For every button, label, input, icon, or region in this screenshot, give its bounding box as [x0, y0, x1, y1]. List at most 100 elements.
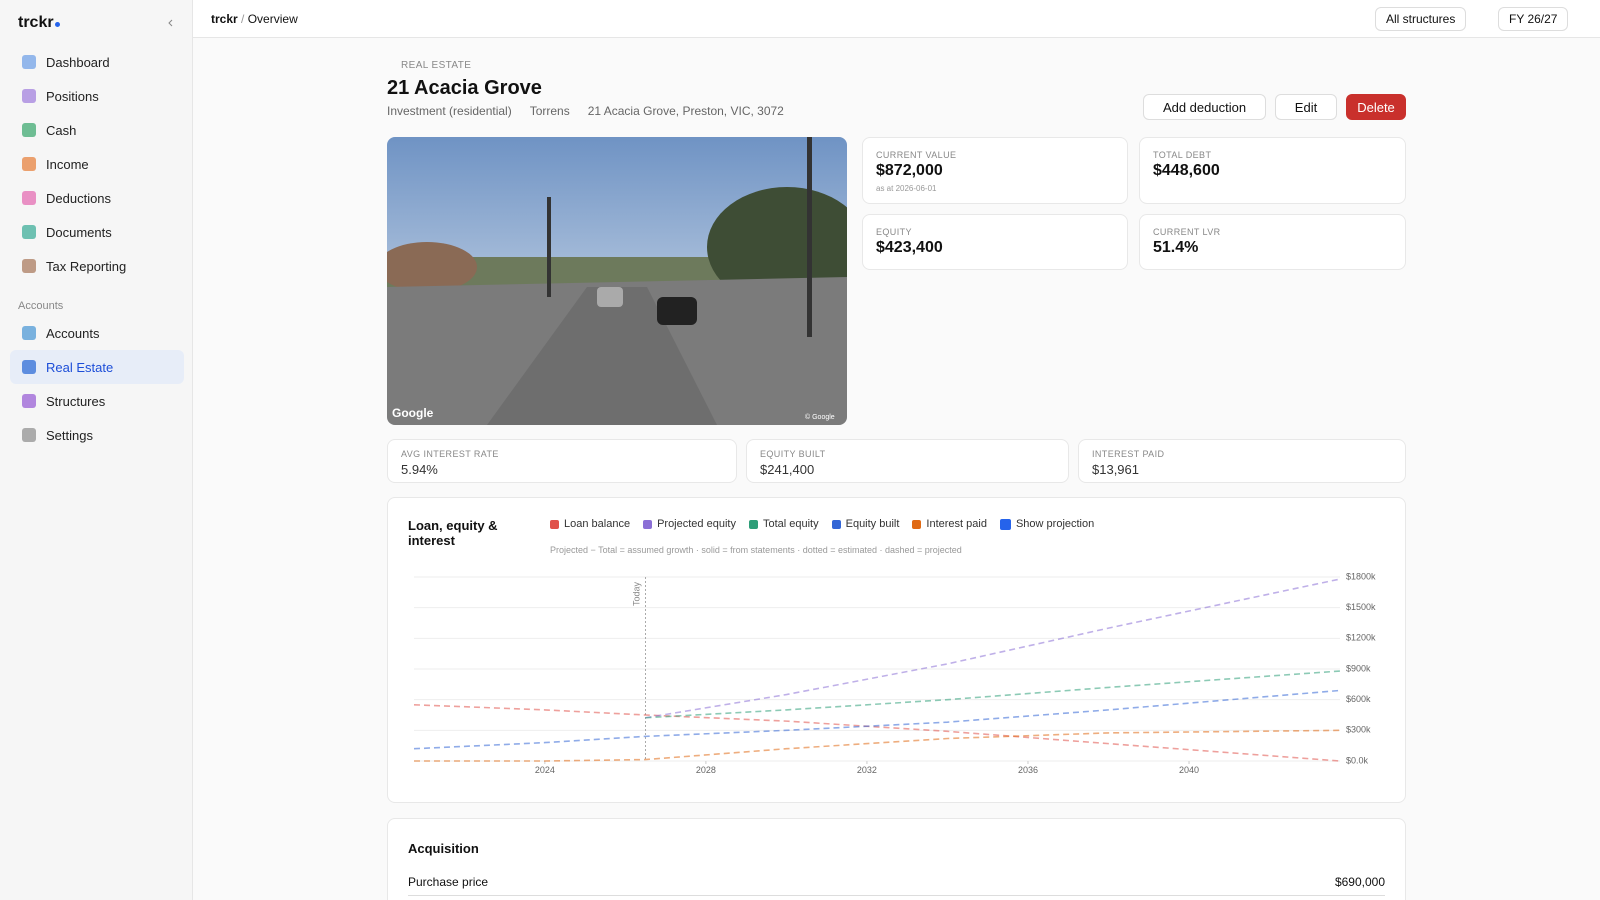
annotation: Today — [632, 582, 642, 607]
y-tick-label: $900k — [1346, 663, 1371, 673]
metric-value: $13,961 — [1092, 462, 1139, 477]
section-label: Accounts — [18, 300, 64, 312]
row-value: $690,000 — [1334, 875, 1385, 889]
acquisition: Acquisition Purchase price $690,000 — [387, 818, 1406, 900]
crumb[interactable]: trckr — [211, 12, 238, 26]
legend-label: Projected equity — [657, 518, 736, 530]
legend-label: Equity built — [845, 518, 900, 530]
row-label: Purchase price — [408, 875, 489, 889]
nav-item[interactable]: Deductions — [10, 181, 184, 215]
add-deduction[interactable]: Add deduction — [1143, 94, 1266, 120]
stat-card: EQUITY $423,400 — [862, 214, 1128, 270]
metric-label: INTEREST PAID — [1092, 449, 1165, 459]
y-tick-label: $1200k — [1346, 633, 1376, 643]
nav-label: Structures — [46, 393, 106, 409]
meta-item: Investment (residential) — [387, 104, 512, 118]
collapse[interactable] — [166, 18, 176, 28]
nav-label: Positions — [46, 88, 99, 104]
stat-label: TOTAL DEBT — [1153, 150, 1212, 160]
stat-card: TOTAL DEBT $448,600 — [1139, 137, 1406, 204]
nav-item[interactable]: Real Estate — [10, 350, 184, 384]
y-tick-label: $0.0k — [1346, 755, 1369, 765]
stat-label: CURRENT VALUE — [876, 150, 957, 160]
legend-label: Loan balance — [564, 518, 631, 530]
edit[interactable]: Edit — [1275, 94, 1337, 120]
series-line — [413, 689, 1341, 750]
y-tick-label: $1800k — [1346, 571, 1376, 581]
metric-value: 5.94% — [401, 462, 438, 477]
toggle-label: Show projection — [1015, 518, 1095, 530]
nav-label: Income — [46, 156, 89, 172]
breadcrumb: trckr / Overview — [211, 12, 298, 26]
metric: AVG INTEREST RATE 5.94% — [387, 439, 737, 483]
x-tick-label: 2040 — [1179, 765, 1199, 775]
series-line — [645, 578, 1341, 719]
projection-toggle[interactable]: Show projection — [999, 518, 1095, 530]
legend-label: Interest paid — [926, 518, 987, 530]
copyright: © Google — [805, 413, 835, 421]
chart-title: Loan, equity & interest — [408, 518, 498, 548]
metric: EQUITY BUILT $241,400 — [746, 439, 1069, 483]
watermark: Google — [392, 406, 434, 420]
legend-label: Total equity — [762, 518, 819, 530]
street-photo: Google © Google — [387, 137, 847, 425]
stat-value: 51.4% — [1153, 239, 1199, 256]
nav-item[interactable]: Cash — [10, 113, 184, 147]
metric: INTEREST PAID $13,961 — [1078, 439, 1406, 483]
nav-item[interactable]: Income — [10, 147, 184, 181]
stat-card: CURRENT LVR 51.4% — [1139, 214, 1406, 270]
meta-item: 21 Acacia Grove, Preston, VIC, 3072 — [587, 104, 784, 118]
metric-value: $241,400 — [760, 462, 815, 477]
x-tick-label: 2032 — [857, 765, 877, 775]
series-line — [413, 703, 1341, 762]
legend-item[interactable]: Interest paid — [912, 518, 987, 530]
metric-label: AVG INTEREST RATE — [401, 449, 499, 459]
legend-item[interactable]: Loan balance — [550, 518, 630, 530]
nav-label: Documents — [46, 224, 112, 240]
y-tick-label: $1500k — [1346, 602, 1376, 612]
meta-item: Torrens — [529, 104, 570, 118]
stat-label: EQUITY — [876, 227, 912, 237]
delete[interactable]: Delete — [1346, 94, 1406, 120]
nav-label: Real Estate — [46, 359, 114, 375]
stat-value: $872,000 — [876, 162, 943, 179]
nav-item[interactable]: Dashboard — [10, 45, 184, 79]
legend-item[interactable]: Projected equity — [643, 518, 736, 530]
sidebar: trckr Dashboard Positions Cash Income De… — [0, 0, 193, 900]
stat-label: CURRENT LVR — [1153, 227, 1221, 237]
stat-sub: as at 2026-06-01 — [876, 184, 937, 193]
legend-item[interactable]: Equity built — [831, 518, 900, 530]
nav-item[interactable]: Tax Reporting — [10, 249, 184, 283]
legend-item[interactable]: Total equity — [748, 518, 819, 530]
series-line — [414, 729, 1341, 762]
series-line — [645, 670, 1341, 719]
x-tick-label: 2024 — [535, 765, 555, 775]
nav-item[interactable]: Accounts — [10, 316, 184, 350]
back-link[interactable]: REAL ESTATE — [401, 60, 472, 71]
nav-label: Cash — [46, 122, 77, 138]
stat-card: CURRENT VALUE $872,000 as at 2026-06-01 — [862, 137, 1128, 204]
chart-card: Loan, equity & interest Loan balance Proj… — [387, 497, 1406, 803]
structure-filter[interactable]: All structures — [1375, 7, 1467, 31]
nav-item[interactable]: Positions — [10, 79, 184, 113]
stat-value: $448,600 — [1153, 162, 1220, 179]
nav-item[interactable]: Documents — [10, 215, 184, 249]
x-tick-label: 2036 — [1018, 765, 1038, 775]
crumb: Overview — [247, 12, 298, 26]
chart-note: Projected − Total = assumed growth · sol… — [550, 545, 962, 555]
stat-value: $423,400 — [876, 239, 943, 256]
brand[interactable]: trckr — [18, 14, 60, 32]
nav-item[interactable]: Settings — [10, 418, 184, 452]
nav-label: Accounts — [46, 325, 100, 341]
nav-label: Dashboard — [46, 54, 110, 70]
brand-text: trckr — [18, 14, 54, 31]
legend: Loan balance Projected equity Total equity… — [550, 518, 1094, 530]
nav-label: Tax Reporting — [46, 258, 127, 274]
y-tick-label: $600k — [1346, 694, 1371, 704]
title: 21 Acacia Grove — [387, 77, 542, 99]
section-title: Acquisition — [408, 841, 479, 856]
nav-label: Deductions — [46, 190, 112, 206]
nav-item[interactable]: Structures — [10, 384, 184, 418]
fy-filter[interactable]: FY 26/27 — [1498, 7, 1569, 31]
